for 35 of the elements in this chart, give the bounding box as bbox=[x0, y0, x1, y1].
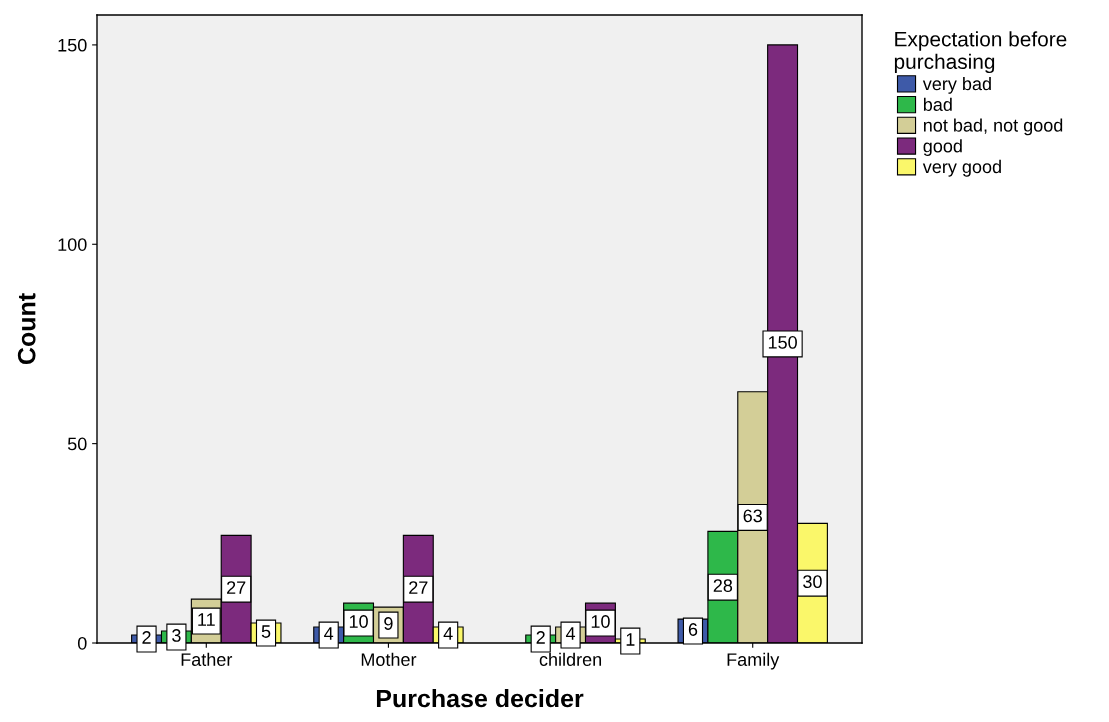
x-tick-label: Family bbox=[727, 652, 780, 670]
data-label: 2 bbox=[536, 631, 545, 644]
data-label: 4 bbox=[324, 627, 334, 640]
data-label: 10 bbox=[349, 615, 368, 628]
y-axis-title: Count bbox=[17, 293, 36, 365]
data-label: 9 bbox=[384, 617, 393, 630]
x-tick-label: Mother bbox=[361, 652, 417, 666]
x-tick-label: Father bbox=[181, 652, 233, 666]
data-label: 27 bbox=[409, 581, 428, 594]
y-tick-label: 0 bbox=[77, 636, 87, 650]
legend-label: not bad, not good bbox=[923, 118, 1063, 136]
data-label: 10 bbox=[591, 615, 610, 628]
data-label: 4 bbox=[565, 627, 576, 640]
y-tick-label: 150 bbox=[58, 38, 87, 52]
data-label: 27 bbox=[227, 581, 246, 594]
x-tick-label: children bbox=[539, 652, 602, 666]
data-label: 28 bbox=[713, 579, 733, 593]
data-label: 150 bbox=[768, 336, 797, 349]
data-label: 3 bbox=[172, 629, 181, 642]
legend-label: very good bbox=[922, 159, 1001, 177]
data-label: 6 bbox=[688, 623, 698, 636]
y-tick-label: 50 bbox=[67, 437, 87, 451]
data-label: 11 bbox=[198, 613, 215, 626]
legend-label: very bad bbox=[922, 77, 991, 94]
data-label: 63 bbox=[743, 509, 762, 523]
legend-title: Expectation before purchasing bbox=[894, 31, 1067, 74]
data-label: 1 bbox=[626, 633, 635, 646]
y-tick-label: 100 bbox=[58, 238, 87, 251]
data-label: 5 bbox=[261, 625, 271, 638]
data-label: 30 bbox=[803, 575, 822, 589]
data-label: 2 bbox=[142, 631, 151, 644]
legend-label: good bbox=[923, 139, 962, 156]
data-label: 4 bbox=[443, 627, 453, 640]
legend-label: bad bbox=[923, 97, 952, 111]
x-axis-title: Purchase decider bbox=[376, 689, 584, 708]
